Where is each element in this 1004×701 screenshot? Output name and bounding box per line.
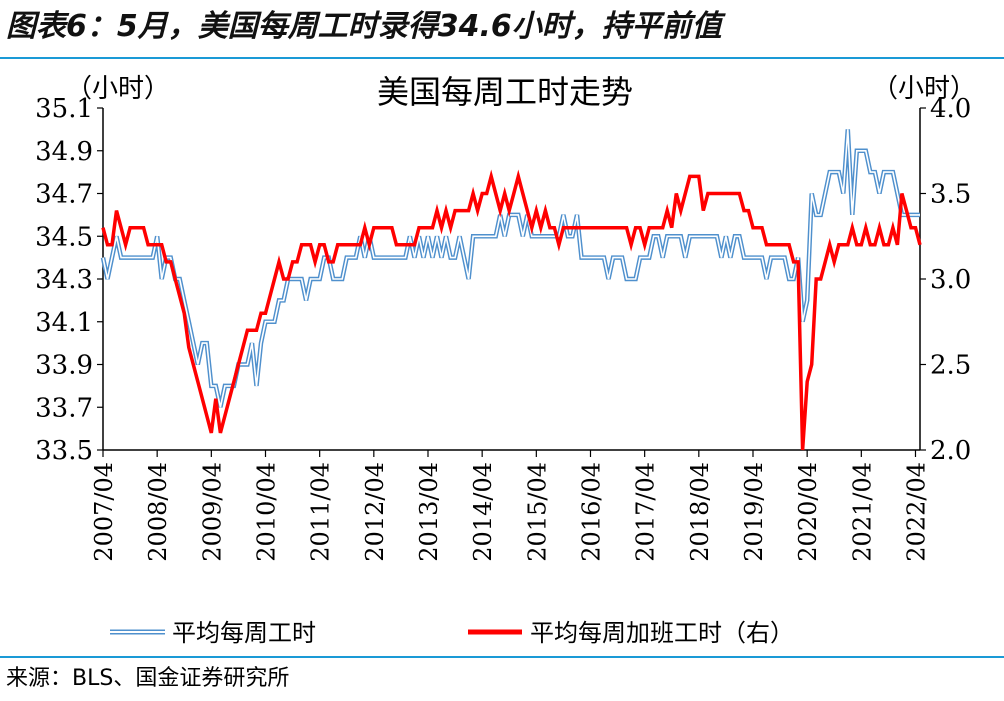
x-tick-label: 2015/04 <box>523 462 551 562</box>
x-tick-label: 2011/04 <box>307 462 335 562</box>
footer-rule <box>0 656 1004 658</box>
x-tick-label: 2009/04 <box>198 462 226 562</box>
legend-item-overtime: 平均每周加班工时（右） <box>468 619 794 647</box>
x-tick-label: 2020/04 <box>794 462 822 562</box>
x-tick-label: 2012/04 <box>361 462 389 562</box>
x-tick-label: 2010/04 <box>252 462 280 562</box>
y-tick-label-left: 35.1 <box>35 94 93 124</box>
y-tick-label-left: 34.3 <box>35 265 93 295</box>
x-tick-label: 2014/04 <box>469 462 497 562</box>
y-tick-label-right: 2.5 <box>930 351 971 381</box>
title-rule <box>0 57 1004 59</box>
x-tick-label: 2016/04 <box>577 462 605 562</box>
source-note: 来源：BLS、国金证券研究所 <box>6 666 290 691</box>
y-tick-label-right: 3.5 <box>930 180 971 210</box>
chart-title: 美国每周工时走势 <box>377 73 633 111</box>
y-axis-label-left: （小时） <box>66 74 170 104</box>
x-tick-label: 2022/04 <box>902 462 930 562</box>
x-tick-label: 2013/04 <box>415 462 443 562</box>
x-tick-label: 2019/04 <box>740 462 768 562</box>
x-tick-label: 2017/04 <box>632 462 660 562</box>
x-tick-label: 2008/04 <box>144 462 172 562</box>
x-tick-label: 2018/04 <box>686 462 714 562</box>
legend-label-hours: 平均每周工时 <box>172 619 316 647</box>
legend: 平均每周工时 平均每周加班工时（右） <box>110 619 794 647</box>
y-tick-label-left: 34.7 <box>35 180 93 210</box>
y-axis-label-right: （小时） <box>872 74 976 104</box>
y-tick-label-left: 34.9 <box>35 137 93 167</box>
y-tick-label-left: 33.9 <box>35 351 93 381</box>
legend-label-overtime: 平均每周加班工时（右） <box>530 619 794 647</box>
axes: 33.533.733.934.134.334.534.734.935.12.02… <box>35 94 971 562</box>
y-tick-label-right: 2.0 <box>930 436 971 466</box>
y-tick-label-left: 34.1 <box>35 308 93 338</box>
y-tick-label-left: 34.5 <box>35 222 93 252</box>
y-tick-label-right: 3.0 <box>930 265 971 295</box>
x-tick-label: 2007/04 <box>90 462 118 562</box>
x-tick-label: 2021/04 <box>848 462 876 562</box>
y-tick-label-left: 33.7 <box>35 393 93 423</box>
series-layer <box>100 129 922 451</box>
figure-title: 图表6：5月，美国每周工时录得34.6小时，持平前值 <box>6 9 722 44</box>
legend-item-hours: 平均每周工时 <box>110 619 316 647</box>
y-tick-label-right: 4.0 <box>930 94 971 124</box>
series-line-overtime <box>101 169 922 451</box>
y-tick-label-left: 33.5 <box>35 436 93 466</box>
